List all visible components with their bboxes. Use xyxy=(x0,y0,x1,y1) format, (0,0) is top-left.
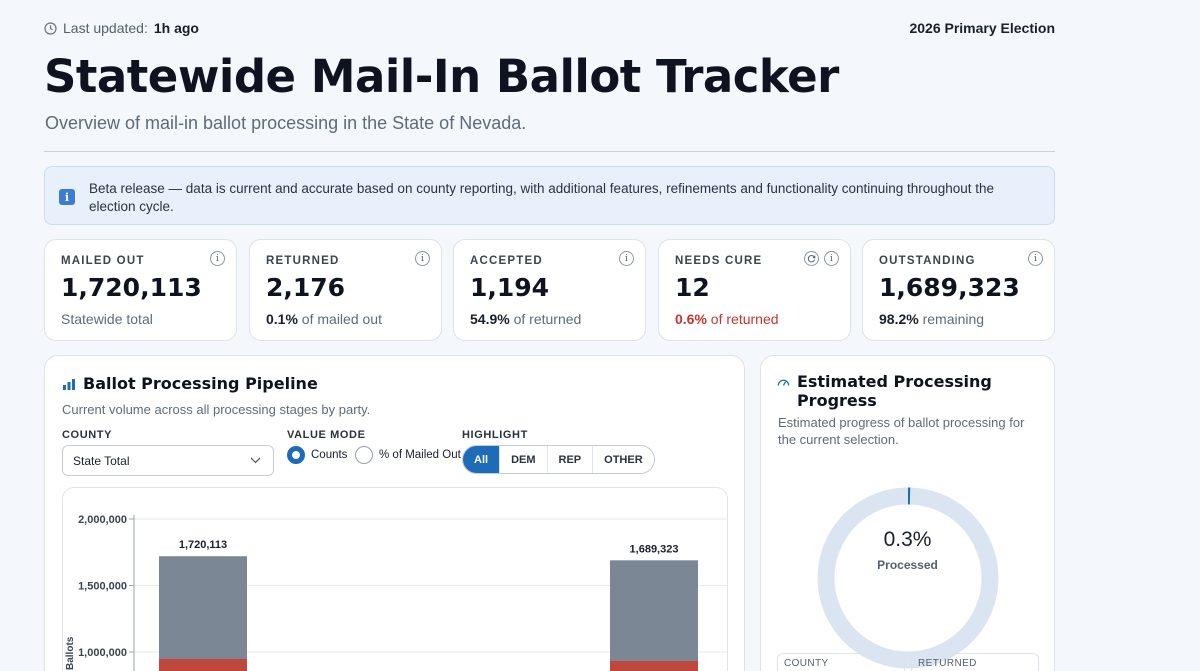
highlight-label: HIGHLIGHT xyxy=(462,429,528,441)
stat-percent: 0.6% xyxy=(675,311,707,327)
value-mode-label: VALUE MODE xyxy=(287,429,366,441)
stat-subtext: 0.6% of returned xyxy=(675,311,834,327)
stat-percent: 98.2% xyxy=(879,311,919,327)
radio-selected-icon xyxy=(287,446,305,464)
refresh-icon[interactable] xyxy=(804,251,819,266)
stat-percent: 54.9% xyxy=(470,311,510,327)
bar-segment-1 xyxy=(159,659,247,671)
bar-label: 1,689,323 xyxy=(630,543,679,555)
progress-ring-svg xyxy=(817,487,999,669)
clock-icon xyxy=(44,21,57,35)
last-updated: Last updated: 1h ago xyxy=(44,20,199,36)
progress-percent: 0.3% xyxy=(883,528,932,551)
stat-value: 12 xyxy=(675,273,710,302)
pipeline-panel: Ballot Processing Pipeline Current volum… xyxy=(44,355,745,671)
y-tick-label: 1,500,000 xyxy=(78,581,127,593)
progress-description: Estimated progress of ballot processing … xyxy=(778,415,1025,447)
stat-card-outstanding: i OUTSTANDING 1,689,323 98.2% remaining xyxy=(862,239,1055,341)
info-icon[interactable]: i xyxy=(415,251,430,266)
progress-county-box: COUNTY xyxy=(777,653,905,671)
y-axis-label: Ballots xyxy=(65,636,76,670)
stat-subtext-rest: of returned xyxy=(509,311,582,327)
pipeline-description: Current volume across all processing sta… xyxy=(62,402,371,417)
page-title: Statewide Mail-In Ballot Tracker xyxy=(44,50,839,103)
info-icon[interactable]: i xyxy=(1028,251,1043,266)
county-label: COUNTY xyxy=(62,429,113,441)
chevron-down-icon xyxy=(250,457,261,464)
stat-label: RETURNED xyxy=(266,255,340,267)
info-icon: i xyxy=(59,189,75,205)
stat-subtext: Statewide total xyxy=(61,311,153,327)
info-icon[interactable]: i xyxy=(619,251,634,266)
beta-notice-text: Beta release — data is current and accur… xyxy=(89,181,995,214)
mode-counts-radio[interactable]: Counts xyxy=(287,446,347,464)
y-tick-label: 2,000,000 xyxy=(78,514,127,526)
stat-value: 1,720,113 xyxy=(61,273,202,302)
pipeline-title: Ballot Processing Pipeline xyxy=(62,374,318,393)
stat-value: 2,176 xyxy=(266,273,346,302)
county-select-value: State Total xyxy=(73,453,130,468)
info-icon[interactable]: i xyxy=(824,251,839,266)
bar-2 xyxy=(610,560,698,671)
bar-chart-icon xyxy=(63,378,75,390)
stat-label: NEEDS CURE xyxy=(675,255,763,267)
stat-label: OUTSTANDING xyxy=(879,255,976,267)
mode-pct-radio[interactable]: % of Mailed Out xyxy=(355,446,461,464)
stat-subtext-rest: of mailed out xyxy=(297,311,382,327)
highlight-toggle: All DEM REP OTHER xyxy=(462,445,655,474)
last-updated-label: Last updated: xyxy=(63,20,148,36)
y-tick-label: 1,000,000 xyxy=(78,647,127,659)
header-divider xyxy=(44,151,1055,152)
progress-ring-arc xyxy=(817,487,999,669)
gauge-icon xyxy=(777,379,790,386)
stat-subtext-rest: of returned xyxy=(706,311,779,327)
stat-value: 1,689,323 xyxy=(879,273,1020,302)
progress-title-text: Estimated Processing Progress xyxy=(796,372,992,410)
progress-ring xyxy=(816,486,1000,670)
stat-subtext-rest: remaining xyxy=(918,311,985,327)
bar-segment-2 xyxy=(610,661,698,671)
stat-card-accepted: i ACCEPTED 1,194 54.9% of returned xyxy=(453,239,646,341)
stat-value: 1,194 xyxy=(470,273,550,302)
pipeline-chart: 2,000,000 1,500,000 1,000,000 Ballots 1,720,… xyxy=(62,487,728,671)
county-select[interactable]: State Total xyxy=(62,445,274,476)
pipeline-title-text: Ballot Processing Pipeline xyxy=(83,374,318,393)
stat-cards: i MAILED OUT 1,720,113 Statewide total i… xyxy=(44,239,1055,341)
highlight-rep-button[interactable]: REP xyxy=(546,446,593,473)
highlight-all-button[interactable]: All xyxy=(463,446,500,473)
radio-unselected-icon xyxy=(355,446,373,464)
top-bar: Last updated: 1h ago 2026 Primary Electi… xyxy=(44,18,1055,38)
stat-subtext: 98.2% remaining xyxy=(879,311,1038,327)
mode-counts-label: Counts xyxy=(311,449,348,461)
info-icon[interactable]: i xyxy=(210,251,225,266)
stat-label: ACCEPTED xyxy=(470,255,543,267)
highlight-dem-button[interactable]: DEM xyxy=(499,446,546,473)
progress-ring-track xyxy=(817,487,999,669)
stat-card-needs-cure: i NEEDS CURE 12 0.6% of returned xyxy=(658,239,851,341)
page-subtitle: Overview of mail-in ballot processing in… xyxy=(45,113,527,133)
progress-title: Estimated Processing Progress xyxy=(777,372,1039,410)
highlight-other-button[interactable]: OTHER xyxy=(592,446,654,473)
last-updated-value: 1h ago xyxy=(153,20,199,36)
stat-subtext: 0.1% of mailed out xyxy=(266,311,425,327)
progress-panel: Estimated Processing Progress Estimated … xyxy=(760,355,1055,671)
stat-subtext: 54.9% of returned xyxy=(470,311,629,327)
stat-label: MAILED OUT xyxy=(61,255,145,267)
beta-notice: i Beta release — data is current and acc… xyxy=(44,166,1055,225)
stat-card-returned: i RETURNED 2,176 0.1% of mailed out xyxy=(249,239,442,341)
stat-card-mailed-out: i MAILED OUT 1,720,113 Statewide total xyxy=(44,239,237,341)
progress-center-label: Processed xyxy=(877,558,938,572)
progress-returned-box: RETURNED xyxy=(911,653,1039,671)
bar-label: 1,720,113 xyxy=(179,539,227,551)
election-name: 2026 Primary Election xyxy=(909,20,1055,36)
bar-1 xyxy=(159,556,247,671)
mode-pct-label: % of Mailed Out xyxy=(379,449,461,461)
stat-percent: 0.1% xyxy=(266,311,298,327)
